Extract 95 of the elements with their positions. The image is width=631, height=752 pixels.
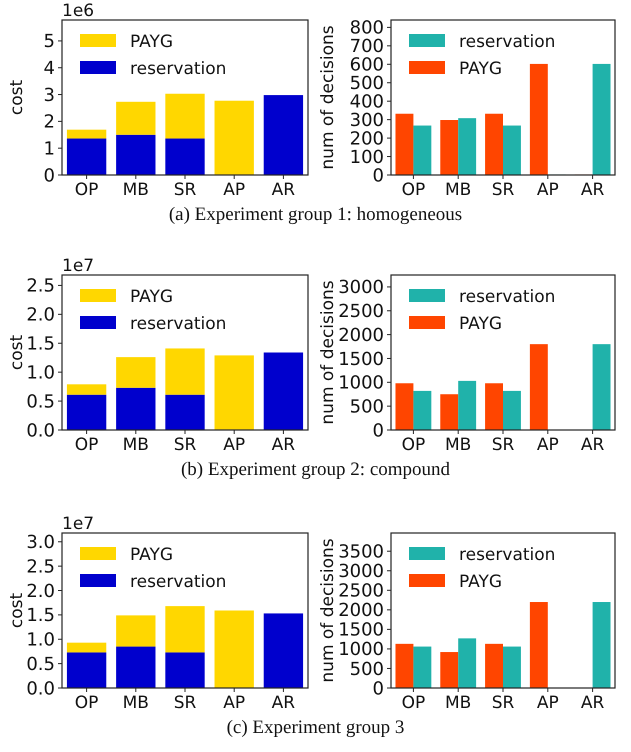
x-tick-label: OP [402, 435, 426, 455]
y-tick-label: 500 [350, 658, 384, 680]
y-tick-label: 700 [350, 36, 384, 58]
legend-label: PAYG [459, 58, 502, 79]
y-axis-title: num of decisions [318, 280, 338, 425]
y-tick-label: 1.5 [26, 334, 55, 355]
x-tick-label: MB [445, 180, 472, 200]
y-axis-title: cost [7, 592, 27, 628]
x-tick-label: AR [272, 435, 296, 455]
y-tick-label: 0 [372, 420, 384, 442]
legend-label: PAYG [459, 314, 502, 334]
y-tick-label: 2.5 [26, 276, 55, 297]
y-tick-label: 5 [44, 31, 55, 52]
y-tick-label: 500 [350, 396, 384, 418]
legend-label: PAYG [130, 286, 174, 307]
x-tick-label: AR [272, 693, 296, 713]
legend-label: PAYG [459, 572, 502, 592]
y-tick-label: 1.0 [26, 362, 55, 384]
y-tick-label: 3 [44, 84, 55, 106]
legend-label: PAYG [130, 544, 174, 565]
y-tick-label: 0.5 [26, 391, 55, 412]
y-tick-label: 1.5 [26, 605, 55, 626]
y-tick-label: 3000 [338, 561, 384, 582]
y-tick-label: 1000 [338, 372, 384, 394]
x-tick-label: MB [445, 435, 472, 455]
x-tick-label: MB [122, 693, 149, 713]
y-tick-label: 0.0 [26, 678, 55, 700]
x-tick-label: AP [223, 435, 246, 455]
y-tick-label: 1000 [338, 639, 384, 660]
y-tick-label: 0.0 [26, 420, 55, 442]
y-tick-label: 2 [44, 112, 55, 133]
y-tick-label: 0.5 [26, 654, 55, 675]
x-tick-label: AP [536, 435, 559, 455]
x-tick-label: MB [122, 180, 149, 200]
x-tick-label: SR [174, 693, 196, 713]
x-tick-label: AP [536, 693, 559, 713]
x-tick-label: AR [580, 180, 605, 200]
y-axis-title: cost [7, 80, 27, 116]
y-axis-title: cost [7, 334, 27, 370]
y-tick-label: 2500 [338, 580, 384, 602]
x-tick-label: AR [580, 435, 605, 455]
x-tick-label: MB [122, 435, 149, 455]
text: (b) Experiment group 2: compound [180, 459, 451, 480]
x-tick-label: OP [74, 435, 98, 455]
y-tick-label: 600 [350, 54, 384, 76]
y-tick-label: 3000 [338, 277, 384, 298]
y-tick-label: 300 [350, 110, 384, 131]
legend-label: reservation [459, 286, 556, 307]
y-tick-label: 2.5 [26, 556, 55, 578]
y-tick-label: 4 [44, 58, 55, 80]
x-tick-label: OP [402, 693, 426, 713]
text: (c) Experiment group 3 [226, 717, 404, 738]
y-tick-label: 0 [372, 165, 384, 186]
legend-label: reservation [130, 314, 226, 334]
legend-label: reservation [459, 32, 556, 52]
y-axis-title: num of decisions [318, 538, 338, 683]
y-tick-label: 0 [44, 165, 55, 186]
y-tick-label: 2.0 [26, 304, 55, 326]
x-tick-label: SR [174, 180, 196, 200]
annotation: 1e6 [62, 1, 94, 21]
y-axis-title: num of decisions [318, 25, 338, 170]
x-tick-label: SR [492, 693, 514, 713]
y-tick-label: 0 [372, 678, 384, 700]
y-tick-label: 2500 [338, 301, 384, 322]
legend-label: reservation [459, 544, 556, 565]
legend-label: PAYG [130, 32, 174, 52]
y-tick-label: 3.0 [26, 532, 55, 554]
y-tick-label: 1500 [338, 348, 384, 370]
y-tick-label: 2000 [338, 600, 384, 622]
x-tick-label: AP [223, 180, 246, 200]
x-tick-label: AR [580, 693, 605, 713]
x-tick-label: SR [174, 435, 196, 455]
x-tick-label: OP [402, 180, 426, 200]
y-tick-label: 1.0 [26, 630, 55, 651]
y-tick-label: 1 [44, 138, 55, 160]
annotation: 1e7 [62, 256, 94, 276]
x-tick-label: AP [223, 693, 246, 713]
legend-label: reservation [130, 572, 226, 592]
y-tick-label: 800 [350, 18, 384, 39]
x-tick-label: OP [74, 693, 98, 713]
y-tick-label: 2000 [338, 324, 384, 346]
y-tick-label: 2.0 [26, 580, 55, 602]
x-tick-label: SR [492, 180, 514, 200]
y-tick-label: 1500 [338, 620, 384, 641]
x-tick-label: AP [536, 180, 559, 200]
y-tick-label: 200 [350, 128, 384, 150]
y-tick-label: 100 [350, 146, 384, 168]
annotation: 1e7 [62, 514, 94, 534]
legend-label: reservation [130, 58, 226, 79]
y-tick-label: 3500 [338, 542, 384, 563]
text: (a) Experiment group 1: homogeneous [168, 204, 462, 225]
x-tick-label: AR [272, 180, 296, 200]
x-tick-label: SR [492, 435, 514, 455]
x-tick-label: MB [445, 693, 472, 713]
x-tick-label: OP [74, 180, 98, 200]
